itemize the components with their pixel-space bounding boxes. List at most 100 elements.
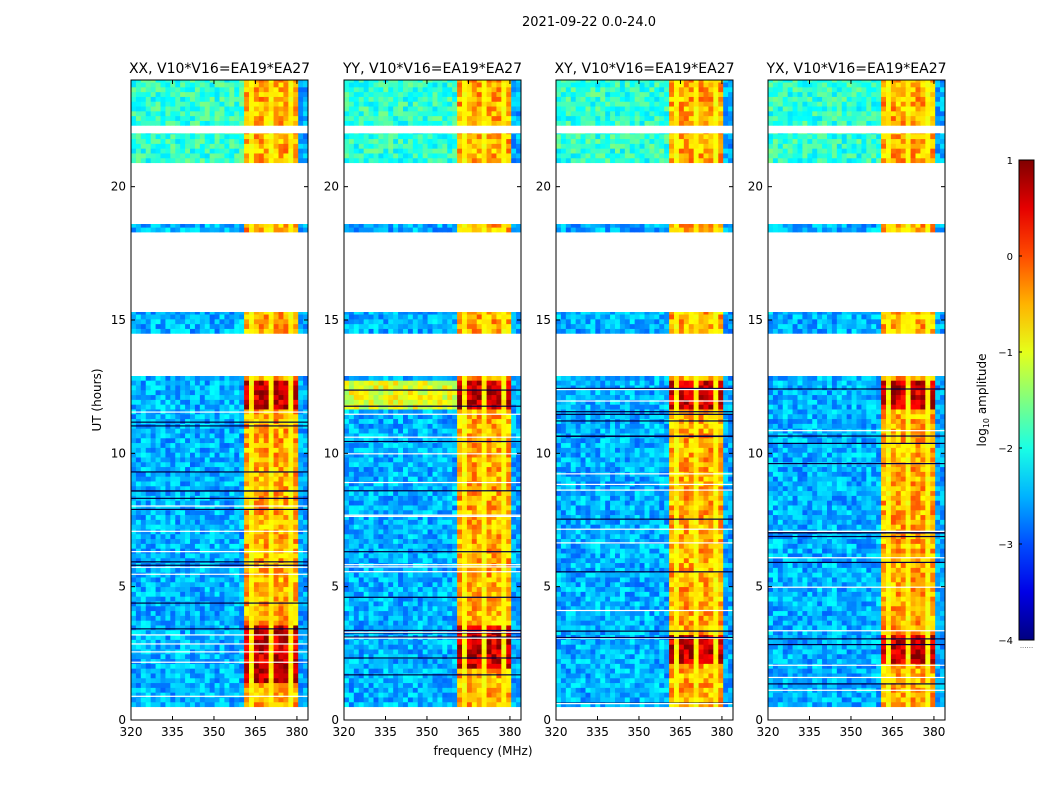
heatmap-cell: [298, 629, 304, 636]
heatmap-cell: [204, 318, 211, 325]
heatmap-cell: [175, 96, 181, 102]
heatmap-cell: [516, 605, 522, 612]
heatmap-cell: [407, 553, 414, 559]
flag-line: [131, 411, 308, 413]
heatmap-cell: [160, 106, 166, 112]
heatmap-cell: [398, 538, 404, 544]
heatmap-cell: [486, 663, 492, 669]
heatmap-cell: [229, 610, 235, 616]
heatmap-cell: [194, 581, 201, 588]
heatmap-cell: [239, 697, 245, 703]
heatmap-cell: [185, 514, 191, 520]
heatmap-cell: [293, 481, 299, 487]
heatmap-cell: [180, 557, 186, 564]
heatmap-cell: [432, 625, 438, 631]
heatmap-cell: [234, 389, 240, 396]
heatmap-cell: [471, 596, 478, 602]
heatmap-cell: [427, 586, 433, 592]
heatmap-cell: [175, 701, 181, 708]
heatmap-cell: [353, 514, 360, 520]
heatmap-cell: [388, 625, 394, 631]
heatmap-cell: [412, 524, 419, 530]
heatmap-cell: [229, 86, 235, 93]
heatmap-cell: [437, 615, 443, 621]
heatmap-cell: [214, 389, 220, 396]
heatmap-cell: [135, 389, 142, 396]
heatmap-cell: [170, 471, 176, 477]
heatmap-cell: [348, 649, 355, 655]
heatmap-cell: [293, 581, 299, 588]
heatmap-cell: [135, 581, 142, 588]
heatmap-cell: [476, 610, 483, 616]
heatmap-cell: [258, 533, 265, 540]
heatmap-cell: [145, 452, 152, 458]
heatmap-cell: [383, 500, 389, 506]
heatmap-cell: [185, 519, 191, 525]
heatmap-cell: [219, 110, 225, 117]
heatmap-cell: [298, 543, 304, 549]
heatmap-cell: [452, 701, 458, 708]
heatmap-cell: [506, 586, 512, 592]
heatmap-cell: [263, 567, 270, 573]
heatmap-cell: [145, 538, 152, 544]
heatmap-cell: [155, 524, 161, 530]
heatmap-cell: [165, 543, 171, 549]
heatmap-cell: [229, 96, 235, 102]
heatmap-cell: [466, 687, 473, 693]
heatmap-cell: [258, 701, 265, 708]
heatmap-cell: [288, 314, 294, 320]
heatmap-cell: [194, 389, 201, 396]
heatmap-cell: [194, 639, 201, 645]
heatmap-cell: [249, 524, 255, 530]
heatmap-cell: [466, 605, 473, 612]
heatmap-cell: [258, 413, 265, 420]
heatmap-cell: [140, 323, 147, 329]
heatmap-cell: [155, 476, 161, 482]
heatmap-cell: [249, 610, 255, 616]
heatmap-cell: [511, 553, 517, 559]
heatmap-cell: [511, 687, 517, 693]
heatmap-cell: [278, 697, 284, 703]
heatmap-cell: [145, 509, 152, 516]
heatmap-cell: [185, 591, 191, 597]
heatmap-cell: [155, 557, 161, 564]
heatmap-cell: [131, 314, 137, 320]
heatmap-cell: [427, 509, 433, 516]
heatmap-cell: [190, 442, 196, 448]
heatmap-cell: [145, 596, 152, 602]
heatmap-cell: [140, 596, 147, 602]
heatmap-cell: [253, 404, 260, 410]
heatmap-cell: [283, 385, 289, 391]
heatmap-cell: [412, 653, 419, 660]
heatmap-cell: [199, 447, 206, 453]
heatmap-cell: [204, 96, 211, 102]
heatmap-cell: [516, 500, 522, 506]
heatmap-cell: [403, 682, 409, 688]
heatmap-cell: [214, 524, 220, 530]
heatmap-cell: [219, 376, 225, 381]
heatmap-cell: [185, 328, 191, 334]
heatmap-cell: [348, 610, 355, 616]
heatmap-cell: [263, 80, 270, 83]
heatmap-cell: [180, 577, 186, 583]
heatmap-cell: [471, 605, 478, 612]
heatmap-cell: [234, 620, 240, 626]
heatmap-cell: [263, 653, 270, 660]
heatmap-cell: [403, 495, 409, 501]
heatmap-cell: [273, 404, 279, 410]
heatmap-cell: [368, 519, 374, 525]
heatmap-cell: [214, 133, 220, 140]
heatmap-cell: [175, 620, 181, 626]
heatmap-cell: [135, 605, 142, 612]
heatmap-cell: [412, 673, 419, 679]
heatmap-cell: [234, 605, 240, 612]
heatmap-cell: [249, 514, 255, 520]
heatmap-cell: [373, 557, 379, 564]
heatmap-cell: [422, 620, 428, 626]
heatmap-cell: [293, 157, 299, 164]
heatmap-cell: [239, 404, 245, 410]
heatmap-cell: [452, 577, 458, 583]
heatmap-cell: [403, 548, 409, 554]
heatmap-cell: [199, 404, 206, 410]
